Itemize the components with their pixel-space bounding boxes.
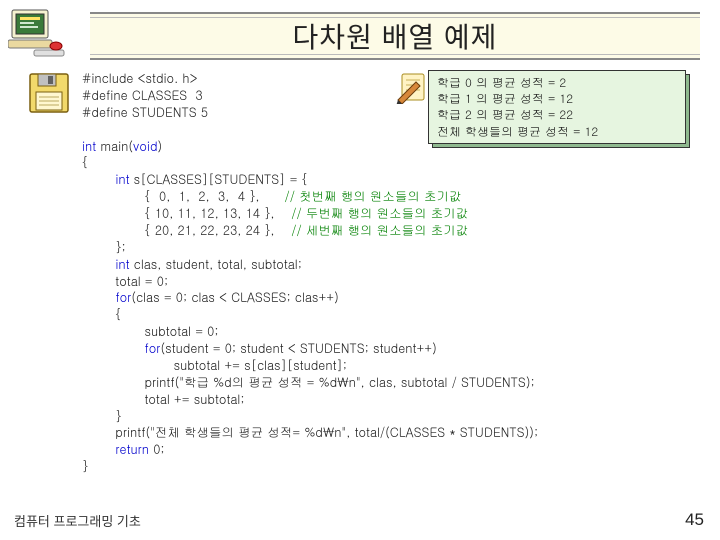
output-line: 전체 학생들의 평균 성적 = 12 bbox=[437, 123, 598, 140]
code-line: { bbox=[82, 305, 122, 323]
code-comment: // 세번째 행의 원소들의 초기값 bbox=[291, 221, 468, 239]
code-line: subtotal = 0; bbox=[82, 322, 219, 340]
code-line: }; bbox=[82, 238, 126, 256]
code-line: total = 0; bbox=[82, 272, 168, 290]
code-line: } bbox=[82, 407, 122, 425]
code-line: { 20, 21, 22, 23, 24 }, bbox=[82, 221, 275, 239]
output-line: 학급 1 의 평균 성적 = 12 bbox=[437, 90, 573, 107]
footer-text: 컴퓨터 프로그래밍 기초 bbox=[14, 511, 141, 530]
slide-title: 다차원 배열 예제 bbox=[293, 16, 498, 56]
code-line: #define CLASSES 3 bbox=[82, 86, 203, 104]
code-comment: // 두번째 행의 원소들의 초기값 bbox=[291, 204, 468, 222]
code-line: { 10, 11, 12, 13, 14 }, bbox=[82, 204, 275, 222]
code-line: #define STUDENTS 5 bbox=[82, 103, 208, 121]
slide-title-bar: 다차원 배열 예제 bbox=[90, 12, 700, 60]
code-line: } bbox=[82, 457, 88, 475]
output-line: 학급 0 의 평균 성적 = 2 bbox=[437, 74, 566, 91]
code-line: subtotal += s[clas][student]; bbox=[82, 356, 347, 374]
note-pencil-icon bbox=[396, 68, 432, 104]
code-comment: // 첫번째 행의 원소들의 초기값 bbox=[284, 187, 461, 205]
code-line: { 0, 1, 2, 3, 4 }, bbox=[82, 187, 260, 205]
floppy-icon bbox=[28, 72, 70, 114]
output-box: 학급 0 의 평균 성적 = 2 학급 1 의 평균 성적 = 12 학급 2 … bbox=[428, 70, 686, 144]
page-number: 45 bbox=[685, 510, 704, 530]
code-line: total += subtotal; bbox=[82, 390, 245, 408]
code-line: printf("학급 %d의 평균 성적 = %d\n", clas, subt… bbox=[82, 373, 535, 391]
code-line: #include <stdio. h> bbox=[82, 69, 197, 87]
computer-icon bbox=[8, 6, 66, 58]
output-line: 학급 2 의 평균 성적 = 22 bbox=[437, 106, 573, 123]
code-line: printf("전체 학생들의 평균 성적= %d\n", total/(CLA… bbox=[82, 423, 538, 441]
